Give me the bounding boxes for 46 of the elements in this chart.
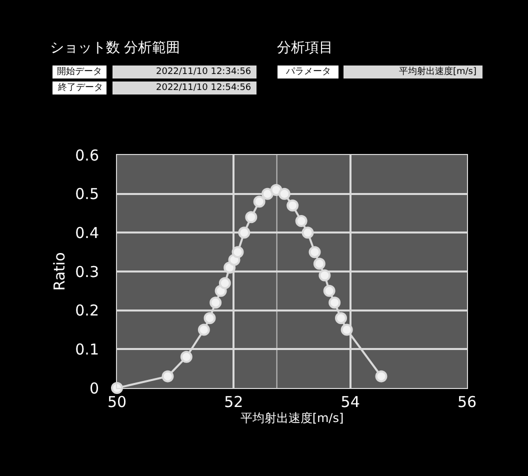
point [375,370,388,382]
point [210,296,222,309]
y-tick-label: 0.3 [75,262,99,281]
point [308,246,321,258]
point [313,258,326,270]
point [180,350,192,363]
point [278,188,290,200]
point [162,370,174,382]
x-axis-title: 平均射出速度[m/s] [240,411,344,425]
y-tick-label: 0.2 [75,302,99,320]
y-tick-label: 0 [89,379,99,398]
point [232,246,244,258]
text: ショット数 [50,40,120,56]
point [198,324,210,336]
y-tick-label: 0.6 [75,146,99,164]
y-axis-title: Ratio [50,252,68,291]
point [302,226,314,239]
point [323,284,336,297]
point [295,215,308,228]
text: 2022/11/10 12:54:56 [156,83,252,93]
text: 分析範囲 [124,40,180,56]
point [335,312,347,324]
x-tick-label: 56 [457,393,477,411]
point [111,382,123,394]
x-tick-label: 50 [107,393,127,411]
y-tick-label: 0.4 [75,224,99,242]
text: 平均射出速度[m/s] [399,66,477,77]
x-tick-label: 54 [340,393,360,411]
point [204,312,216,324]
x-tick-label: 52 [224,393,244,411]
text: 分析項目 [277,40,333,56]
y-tick-label: 0.5 [75,185,99,204]
y-tick-label: 0.1 [75,340,99,358]
text: 2022/11/10 12:34:56 [156,67,252,77]
text: パラメータ [285,67,331,77]
point [340,324,353,336]
point [238,226,250,239]
point [253,196,266,208]
point [286,199,299,212]
point [218,277,231,290]
text: 終了データ [57,82,103,93]
point [245,211,258,224]
point [262,188,274,200]
point [318,269,331,282]
point [328,296,341,309]
text: 開始データ [57,66,102,77]
